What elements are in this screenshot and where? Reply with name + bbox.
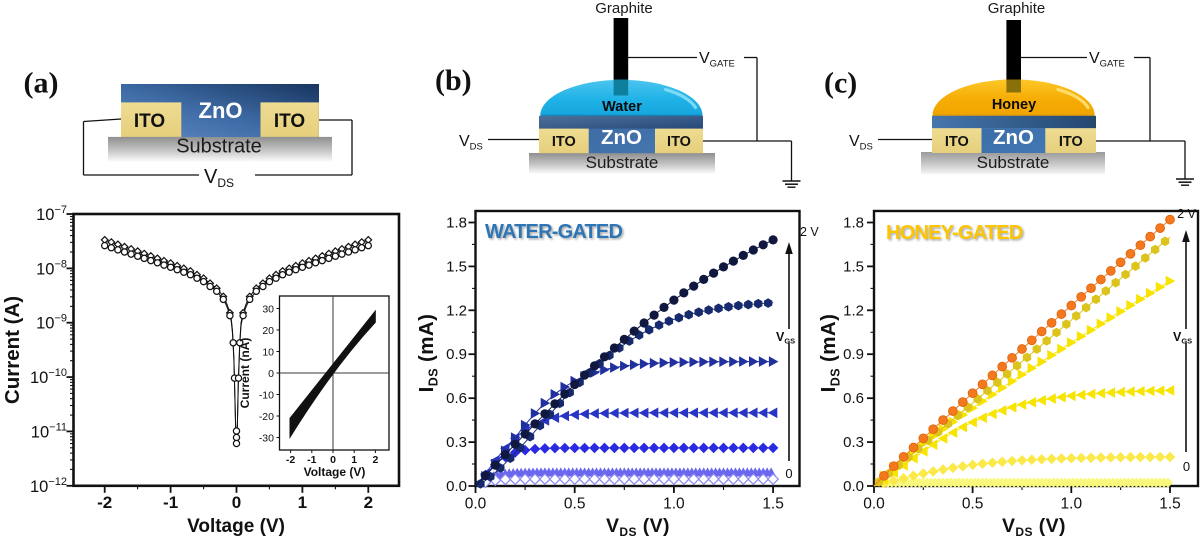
- svg-text:ZnO: ZnO: [199, 98, 243, 123]
- svg-text:-10: -10: [259, 389, 274, 401]
- svg-text:1.8: 1.8: [446, 215, 467, 232]
- svg-text:Substrate: Substrate: [176, 136, 262, 158]
- svg-text:Honey: Honey: [992, 97, 1036, 113]
- svg-text:VGATE: VGATE: [1089, 50, 1125, 70]
- svg-text:-30: -30: [259, 432, 274, 444]
- svg-text:0.5: 0.5: [564, 496, 586, 513]
- svg-text:2: 2: [364, 493, 373, 512]
- svg-text:ITO: ITO: [134, 111, 165, 132]
- svg-text:-2: -2: [286, 454, 295, 466]
- svg-text:0: 0: [330, 454, 336, 466]
- svg-text:1: 1: [351, 454, 357, 466]
- svg-text:2 V: 2 V: [1177, 207, 1196, 221]
- svg-text:VDS: VDS: [849, 133, 873, 153]
- svg-text:0: 0: [232, 493, 241, 512]
- svg-text:1.5: 1.5: [843, 258, 864, 275]
- svg-text:ITO: ITO: [274, 111, 305, 132]
- svg-text:(b): (b): [435, 64, 472, 97]
- svg-text:1.0: 1.0: [1061, 496, 1083, 513]
- svg-text:IDS (mA): IDS (mA): [817, 314, 843, 393]
- svg-text:VDS: VDS: [459, 133, 483, 153]
- svg-text:ITO: ITO: [1059, 134, 1083, 150]
- svg-text:(a): (a): [24, 67, 59, 100]
- svg-text:ITO: ITO: [667, 134, 691, 150]
- svg-text:0.0: 0.0: [465, 496, 487, 513]
- svg-text:HONEY-GATED: HONEY-GATED: [886, 222, 1023, 244]
- svg-text:10−9: 10−9: [36, 313, 67, 333]
- svg-text:ZnO: ZnO: [993, 126, 1034, 149]
- svg-text:2 V: 2 V: [800, 225, 819, 239]
- svg-text:-1: -1: [163, 493, 178, 512]
- svg-text:Substrate: Substrate: [586, 153, 659, 172]
- svg-text:Graphite: Graphite: [988, 0, 1046, 17]
- svg-text:Current (nA): Current (nA): [238, 338, 252, 409]
- svg-text:(c): (c): [824, 67, 857, 100]
- svg-text:-2: -2: [97, 493, 112, 512]
- svg-text:Substrate: Substrate: [977, 153, 1050, 172]
- svg-text:Current (A): Current (A): [1, 296, 24, 404]
- svg-text:10−8: 10−8: [36, 258, 67, 278]
- svg-text:0.6: 0.6: [843, 390, 864, 407]
- svg-text:ITO: ITO: [945, 134, 969, 150]
- svg-text:10−11: 10−11: [31, 421, 67, 441]
- svg-text:1.8: 1.8: [843, 215, 864, 232]
- svg-text:0.0: 0.0: [446, 478, 467, 495]
- svg-text:ITO: ITO: [552, 134, 576, 150]
- svg-text:1.5: 1.5: [762, 496, 784, 513]
- svg-text:1.5: 1.5: [446, 258, 467, 275]
- svg-text:0.0: 0.0: [843, 478, 864, 495]
- svg-text:VDS: VDS: [204, 166, 234, 190]
- svg-text:Water: Water: [602, 99, 642, 115]
- svg-text:10−10: 10−10: [30, 367, 67, 387]
- svg-text:20: 20: [262, 325, 274, 337]
- svg-text:0.9: 0.9: [446, 346, 467, 363]
- svg-text:1.5: 1.5: [1159, 496, 1181, 513]
- svg-text:VDS (V): VDS (V): [606, 515, 670, 539]
- svg-text:0: 0: [268, 368, 274, 380]
- svg-text:VDS (V): VDS (V): [1002, 515, 1066, 539]
- svg-text:Voltage (V): Voltage (V): [304, 465, 366, 479]
- svg-text:2: 2: [372, 454, 378, 466]
- svg-text:IDS (mA): IDS (mA): [415, 314, 441, 393]
- svg-text:0: 0: [785, 466, 792, 481]
- svg-text:10: 10: [262, 346, 274, 358]
- svg-text:VGATE: VGATE: [699, 50, 735, 70]
- svg-text:Graphite: Graphite: [595, 0, 653, 17]
- svg-text:-20: -20: [259, 411, 274, 423]
- svg-text:1.2: 1.2: [446, 302, 467, 319]
- svg-text:1.2: 1.2: [843, 302, 864, 319]
- svg-text:1.0: 1.0: [663, 496, 685, 513]
- svg-text:1: 1: [298, 493, 307, 512]
- svg-text:Voltage (V): Voltage (V): [187, 516, 285, 537]
- svg-text:30: 30: [262, 303, 274, 315]
- svg-text:0.0: 0.0: [863, 496, 885, 513]
- svg-text:-1: -1: [307, 454, 316, 466]
- svg-text:0.9: 0.9: [843, 346, 864, 363]
- svg-text:0: 0: [1183, 459, 1190, 474]
- svg-text:10−7: 10−7: [36, 204, 67, 224]
- svg-text:0.5: 0.5: [962, 496, 984, 513]
- svg-text:0.6: 0.6: [446, 390, 467, 407]
- svg-text:ZnO: ZnO: [601, 126, 642, 149]
- svg-text:0.3: 0.3: [843, 434, 864, 451]
- svg-text:10−12: 10−12: [30, 476, 67, 496]
- svg-text:0.3: 0.3: [446, 434, 467, 451]
- svg-text:WATER-GATED: WATER-GATED: [485, 221, 622, 243]
